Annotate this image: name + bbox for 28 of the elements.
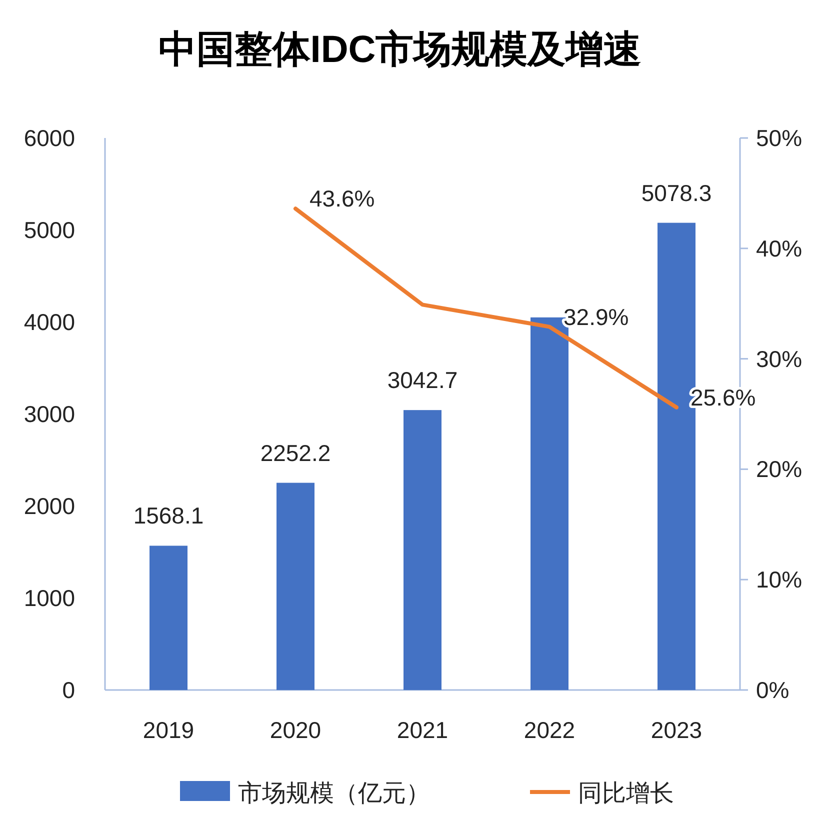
y-tick-label: 3000 [24, 401, 75, 427]
x-tick-label: 2020 [270, 717, 322, 743]
chart-title: 中国整体IDC市场规模及增速 [158, 28, 642, 71]
y-tick-label: 0 [62, 677, 75, 703]
y2-tick-label: 40% [756, 235, 802, 262]
y-tick-label: 2000 [24, 493, 75, 519]
data-label: 43.6% [310, 186, 375, 212]
y-tick-label: 6000 [24, 125, 75, 151]
legend-label: 同比增长 [578, 780, 674, 807]
y2-tick-label: 0% [756, 677, 790, 703]
y2-tick-label: 20% [756, 456, 802, 482]
y2-tick-label: 50% [756, 125, 802, 151]
data-label: 3042.7 [387, 367, 458, 394]
y-tick-label: 5000 [24, 217, 75, 243]
y-tick-label: 1000 [24, 585, 75, 611]
data-label: 32.9% [564, 304, 629, 330]
y2-tick-label: 30% [756, 346, 802, 372]
line-series [294, 206, 678, 410]
legend-label: 市场规模（亿元） [238, 780, 430, 807]
y-tick-label: 4000 [24, 309, 75, 335]
x-tick-label: 2019 [142, 717, 194, 743]
data-label: 1568.1 [133, 502, 204, 529]
data-label: 5078.3 [641, 180, 712, 206]
x-tick-label: 2023 [650, 717, 702, 743]
x-tick-label: 2021 [396, 717, 448, 743]
data-label: 2252.2 [260, 440, 331, 466]
y2-tick-label: 10% [756, 566, 802, 593]
x-tick-label: 2022 [524, 717, 576, 743]
